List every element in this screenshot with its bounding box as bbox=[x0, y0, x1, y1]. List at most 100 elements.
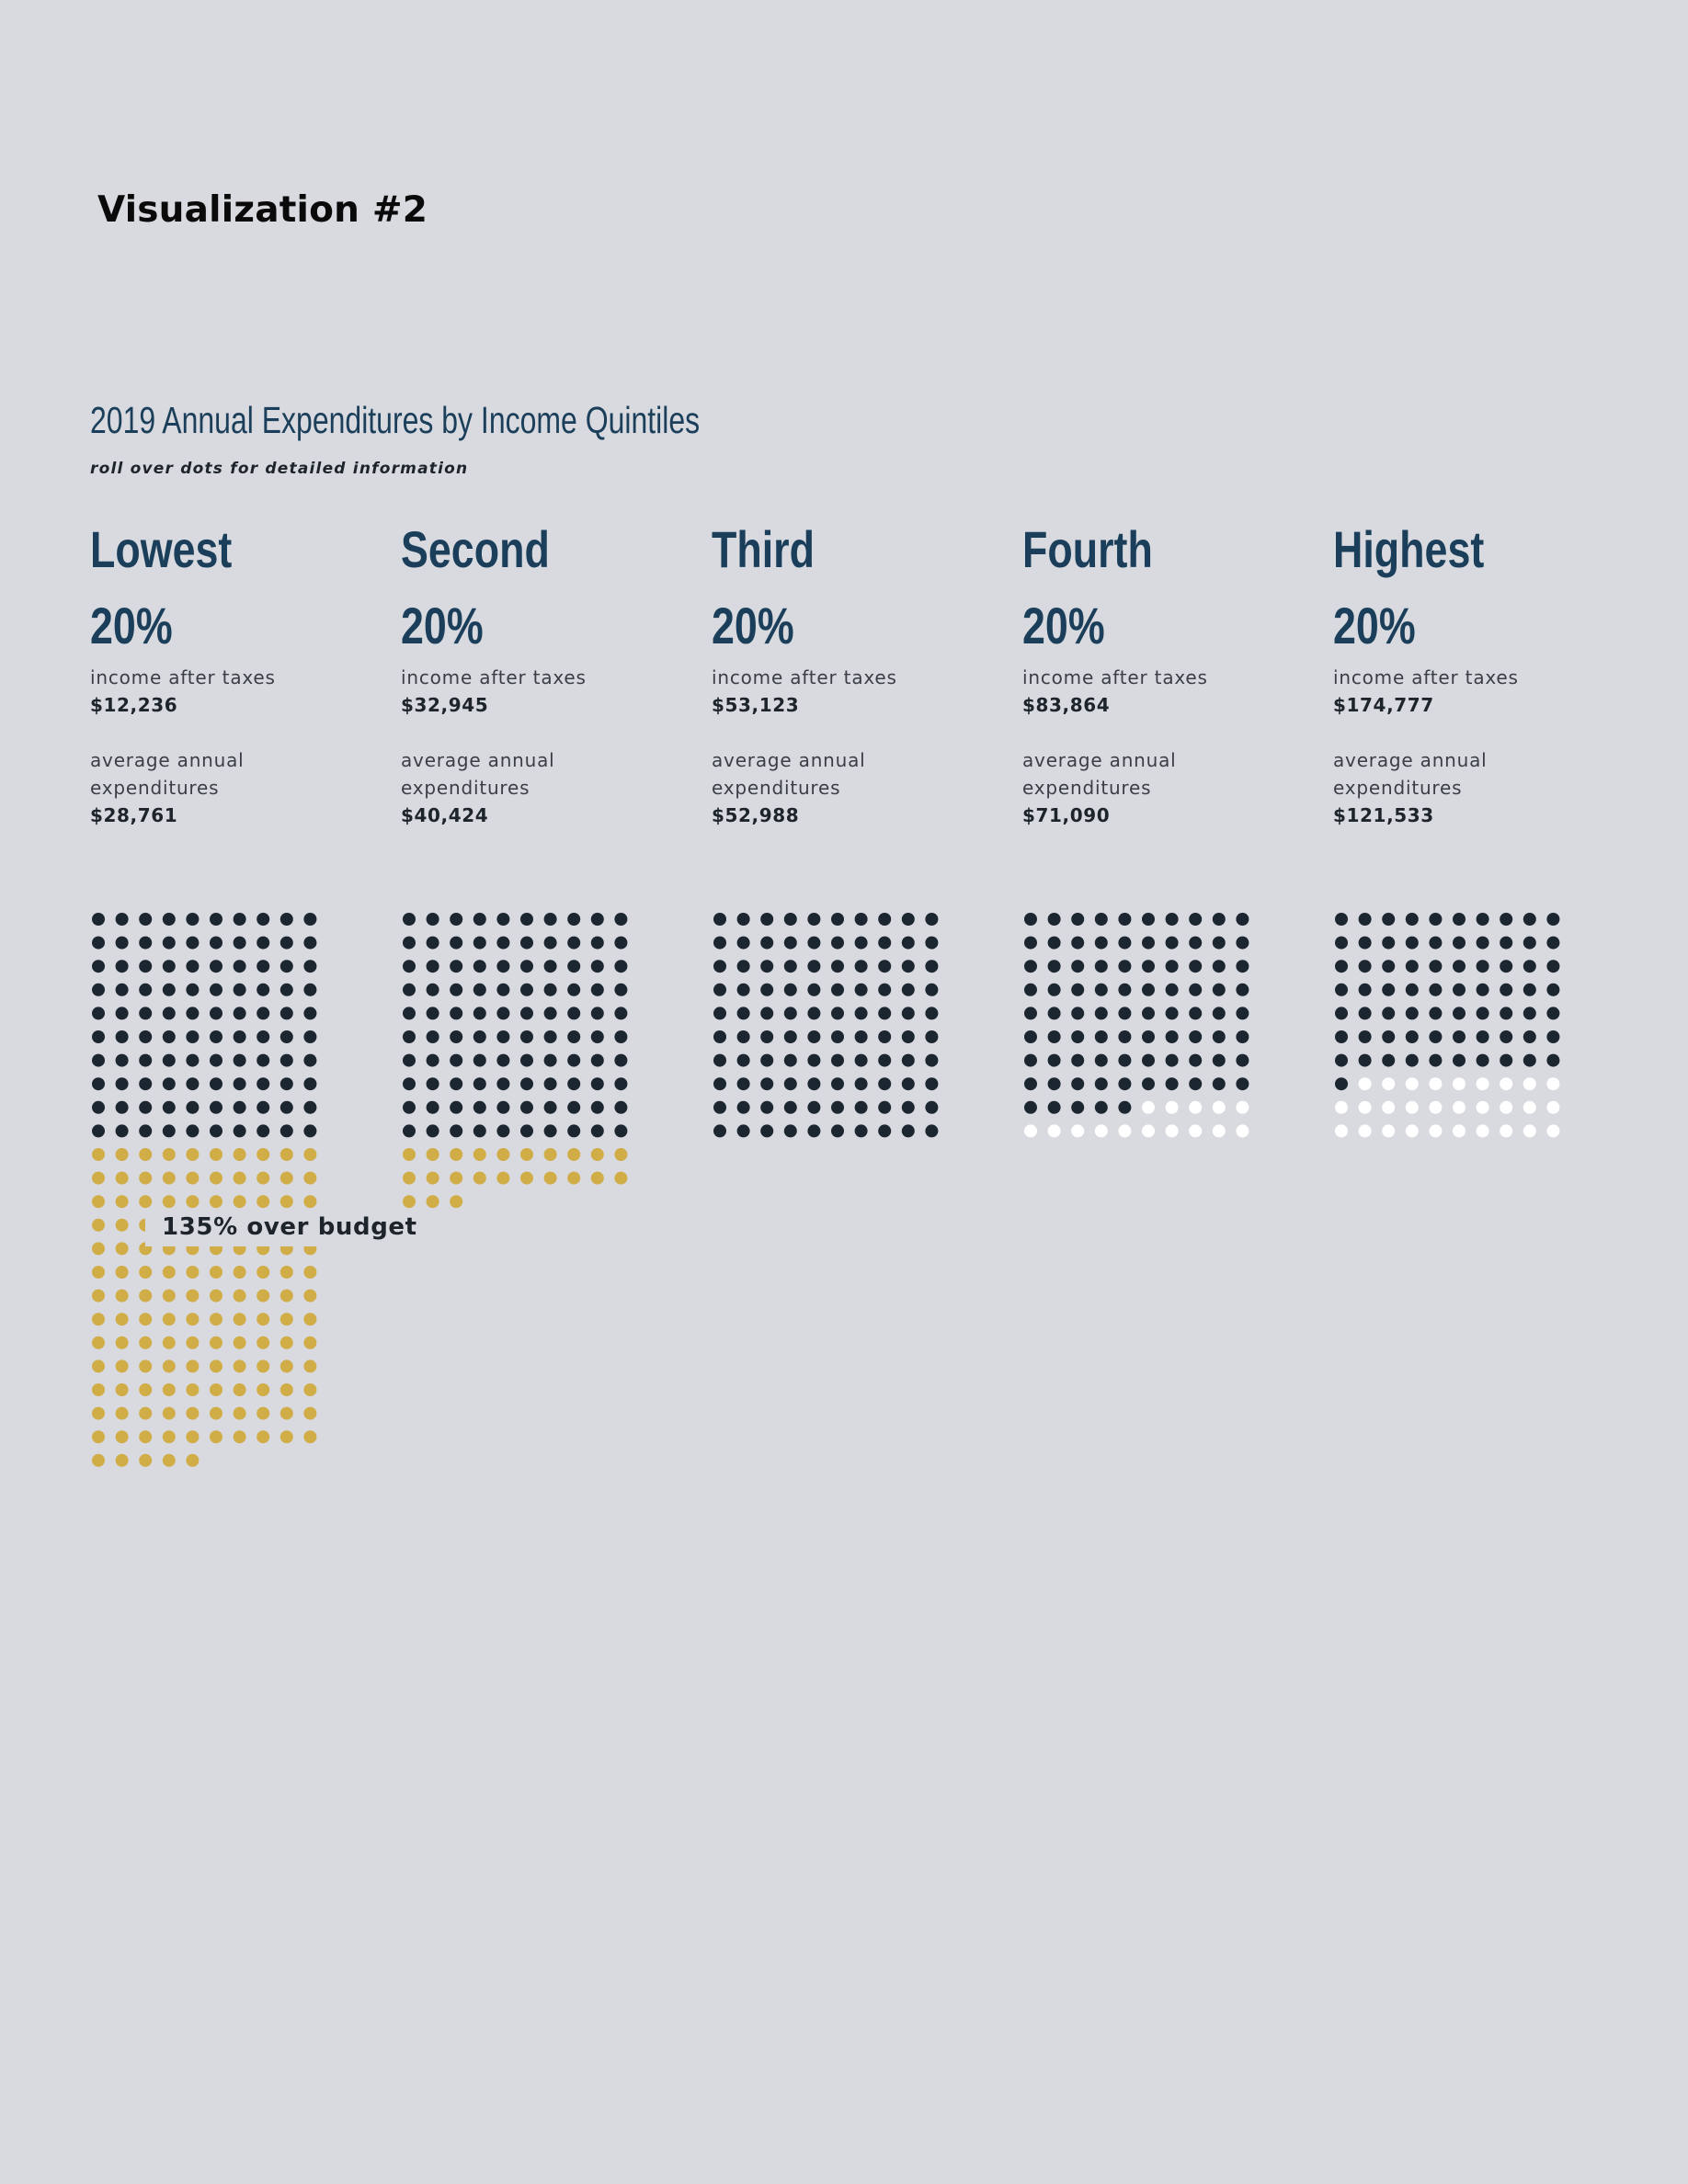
over-budget-dot[interactable] bbox=[303, 1336, 317, 1349]
expenditure-dot[interactable] bbox=[279, 913, 293, 926]
unspent-income-dot[interactable] bbox=[1453, 1124, 1466, 1138]
expenditure-dot[interactable] bbox=[92, 936, 105, 950]
expenditure-dot[interactable] bbox=[736, 983, 750, 996]
expenditure-dot[interactable] bbox=[257, 1124, 270, 1138]
over-budget-dot[interactable] bbox=[279, 1289, 293, 1302]
unspent-income-dot[interactable] bbox=[1165, 1100, 1179, 1114]
over-budget-dot[interactable] bbox=[115, 1453, 129, 1467]
expenditure-dot[interactable] bbox=[1118, 1100, 1132, 1114]
expenditure-dot[interactable] bbox=[925, 1100, 939, 1114]
over-budget-dot[interactable] bbox=[257, 1383, 270, 1396]
expenditure-dot[interactable] bbox=[1189, 1077, 1203, 1091]
expenditure-dot[interactable] bbox=[403, 960, 416, 973]
expenditure-dot[interactable] bbox=[303, 913, 317, 926]
expenditure-dot[interactable] bbox=[925, 913, 939, 926]
expenditure-dot[interactable] bbox=[210, 1053, 222, 1067]
over-budget-dot[interactable] bbox=[210, 1430, 222, 1444]
over-budget-dot[interactable] bbox=[590, 1148, 604, 1161]
expenditure-dot[interactable] bbox=[543, 983, 557, 996]
expenditure-dot[interactable] bbox=[1358, 936, 1372, 950]
expenditure-dot[interactable] bbox=[473, 983, 486, 996]
expenditure-dot[interactable] bbox=[279, 1053, 293, 1067]
over-budget-dot[interactable] bbox=[403, 1148, 416, 1161]
expenditure-dot[interactable] bbox=[1212, 936, 1226, 950]
expenditure-dot[interactable] bbox=[279, 1100, 293, 1114]
expenditure-dot[interactable] bbox=[590, 1007, 604, 1020]
expenditure-dot[interactable] bbox=[783, 1007, 797, 1020]
expenditure-dot[interactable] bbox=[831, 936, 844, 950]
expenditure-dot[interactable] bbox=[1405, 1053, 1419, 1067]
expenditure-dot[interactable] bbox=[1142, 913, 1155, 926]
expenditure-dot[interactable] bbox=[1358, 1053, 1372, 1067]
expenditure-dot[interactable] bbox=[1212, 913, 1226, 926]
expenditure-dot[interactable] bbox=[807, 936, 821, 950]
expenditure-dot[interactable] bbox=[92, 983, 105, 996]
expenditure-dot[interactable] bbox=[450, 1100, 463, 1114]
over-budget-dot[interactable] bbox=[92, 1406, 105, 1420]
over-budget-dot[interactable] bbox=[162, 1171, 176, 1185]
unspent-income-dot[interactable] bbox=[1476, 1124, 1489, 1138]
expenditure-dot[interactable] bbox=[1358, 913, 1372, 926]
expenditure-dot[interactable] bbox=[807, 1100, 821, 1114]
over-budget-dot[interactable] bbox=[450, 1195, 463, 1209]
expenditure-dot[interactable] bbox=[473, 1077, 486, 1091]
expenditure-dot[interactable] bbox=[257, 1077, 270, 1091]
over-budget-dot[interactable] bbox=[115, 1313, 129, 1326]
unspent-income-dot[interactable] bbox=[1476, 1077, 1489, 1091]
expenditure-dot[interactable] bbox=[279, 1124, 293, 1138]
expenditure-dot[interactable] bbox=[1546, 936, 1560, 950]
expenditure-dot[interactable] bbox=[736, 1030, 750, 1043]
expenditure-dot[interactable] bbox=[162, 983, 176, 996]
expenditure-dot[interactable] bbox=[854, 1124, 868, 1138]
over-budget-dot[interactable] bbox=[233, 1195, 246, 1209]
expenditure-dot[interactable] bbox=[233, 960, 246, 973]
over-budget-dot[interactable] bbox=[210, 1313, 222, 1326]
expenditure-dot[interactable] bbox=[1047, 1100, 1061, 1114]
expenditure-dot[interactable] bbox=[736, 913, 750, 926]
over-budget-dot[interactable] bbox=[115, 1289, 129, 1302]
over-budget-dot[interactable] bbox=[139, 1336, 153, 1349]
expenditure-dot[interactable] bbox=[1335, 1053, 1348, 1067]
over-budget-dot[interactable] bbox=[233, 1383, 246, 1396]
expenditure-dot[interactable] bbox=[878, 1100, 892, 1114]
over-budget-dot[interactable] bbox=[139, 1383, 153, 1396]
expenditure-dot[interactable] bbox=[1429, 983, 1443, 996]
expenditure-dot[interactable] bbox=[303, 1053, 317, 1067]
expenditure-dot[interactable] bbox=[1024, 936, 1037, 950]
expenditure-dot[interactable] bbox=[1335, 983, 1348, 996]
expenditure-dot[interactable] bbox=[426, 936, 439, 950]
expenditure-dot[interactable] bbox=[1500, 960, 1513, 973]
unspent-income-dot[interactable] bbox=[1236, 1124, 1249, 1138]
over-budget-dot[interactable] bbox=[162, 1359, 176, 1373]
expenditure-dot[interactable] bbox=[520, 1124, 533, 1138]
over-budget-dot[interactable] bbox=[115, 1430, 129, 1444]
expenditure-dot[interactable] bbox=[1189, 1007, 1203, 1020]
expenditure-dot[interactable] bbox=[1118, 983, 1132, 996]
expenditure-dot[interactable] bbox=[1476, 960, 1489, 973]
expenditure-dot[interactable] bbox=[567, 1007, 581, 1020]
unspent-income-dot[interactable] bbox=[1429, 1124, 1443, 1138]
over-budget-dot[interactable] bbox=[233, 1289, 246, 1302]
expenditure-dot[interactable] bbox=[186, 1053, 200, 1067]
expenditure-dot[interactable] bbox=[736, 1053, 750, 1067]
expenditure-dot[interactable] bbox=[854, 913, 868, 926]
expenditure-dot[interactable] bbox=[279, 960, 293, 973]
over-budget-dot[interactable] bbox=[257, 1336, 270, 1349]
over-budget-dot[interactable] bbox=[233, 1148, 246, 1161]
expenditure-dot[interactable] bbox=[1405, 960, 1419, 973]
expenditure-dot[interactable] bbox=[736, 1124, 750, 1138]
expenditure-dot[interactable] bbox=[854, 1007, 868, 1020]
expenditure-dot[interactable] bbox=[496, 1077, 510, 1091]
over-budget-dot[interactable] bbox=[92, 1430, 105, 1444]
over-budget-dot[interactable] bbox=[257, 1313, 270, 1326]
expenditure-dot[interactable] bbox=[496, 1030, 510, 1043]
expenditure-dot[interactable] bbox=[473, 936, 486, 950]
over-budget-dot[interactable] bbox=[233, 1430, 246, 1444]
expenditure-dot[interactable] bbox=[1500, 983, 1513, 996]
expenditure-dot[interactable] bbox=[1024, 960, 1037, 973]
expenditure-dot[interactable] bbox=[925, 1053, 939, 1067]
expenditure-dot[interactable] bbox=[1024, 1053, 1037, 1067]
expenditure-dot[interactable] bbox=[403, 913, 416, 926]
expenditure-dot[interactable] bbox=[1094, 1053, 1108, 1067]
unspent-income-dot[interactable] bbox=[1453, 1100, 1466, 1114]
